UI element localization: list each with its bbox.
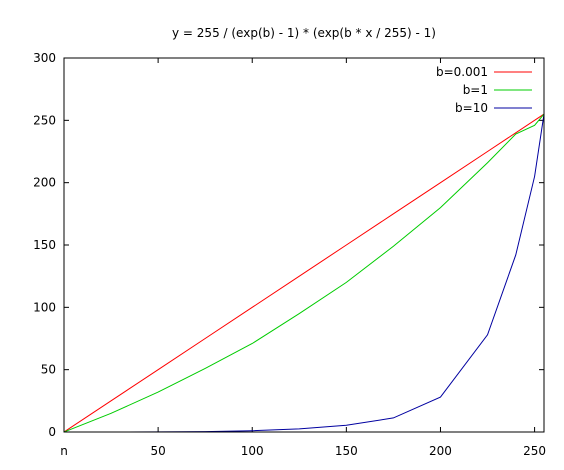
y-tick-label: 50 <box>41 363 56 377</box>
chart-title: y = 255 / (exp(b) - 1) * (exp(b * x / 25… <box>172 26 436 40</box>
series-line-2 <box>64 113 544 432</box>
plot-frame <box>63 57 545 433</box>
x-tick-label: 200 <box>429 444 452 458</box>
x-tick-label: n <box>60 444 68 458</box>
legend-label: b=1 <box>463 83 488 97</box>
legend-label: b=10 <box>455 101 488 115</box>
y-tick-label: 250 <box>33 113 56 127</box>
legend-label: b=0.001 <box>436 65 488 79</box>
x-tick-label: 150 <box>335 444 358 458</box>
x-axis-ticks: n 50 100 150 200 250 <box>60 58 546 458</box>
y-tick-label: 200 <box>33 176 56 190</box>
y-tick-label: 150 <box>33 238 56 252</box>
y-axis-ticks: 0 50 100 150 200 250 300 <box>33 51 544 439</box>
x-tick-label: 100 <box>241 444 264 458</box>
y-tick-label: 0 <box>48 425 56 439</box>
y-tick-label: 100 <box>33 300 56 314</box>
plot-background <box>64 58 544 432</box>
y-tick-label: 300 <box>33 51 56 65</box>
x-tick-label: 50 <box>150 444 165 458</box>
series-line-1 <box>64 113 544 432</box>
legend: b=0.001 b=1 b=10 <box>436 65 532 115</box>
x-tick-label: 250 <box>523 444 546 458</box>
